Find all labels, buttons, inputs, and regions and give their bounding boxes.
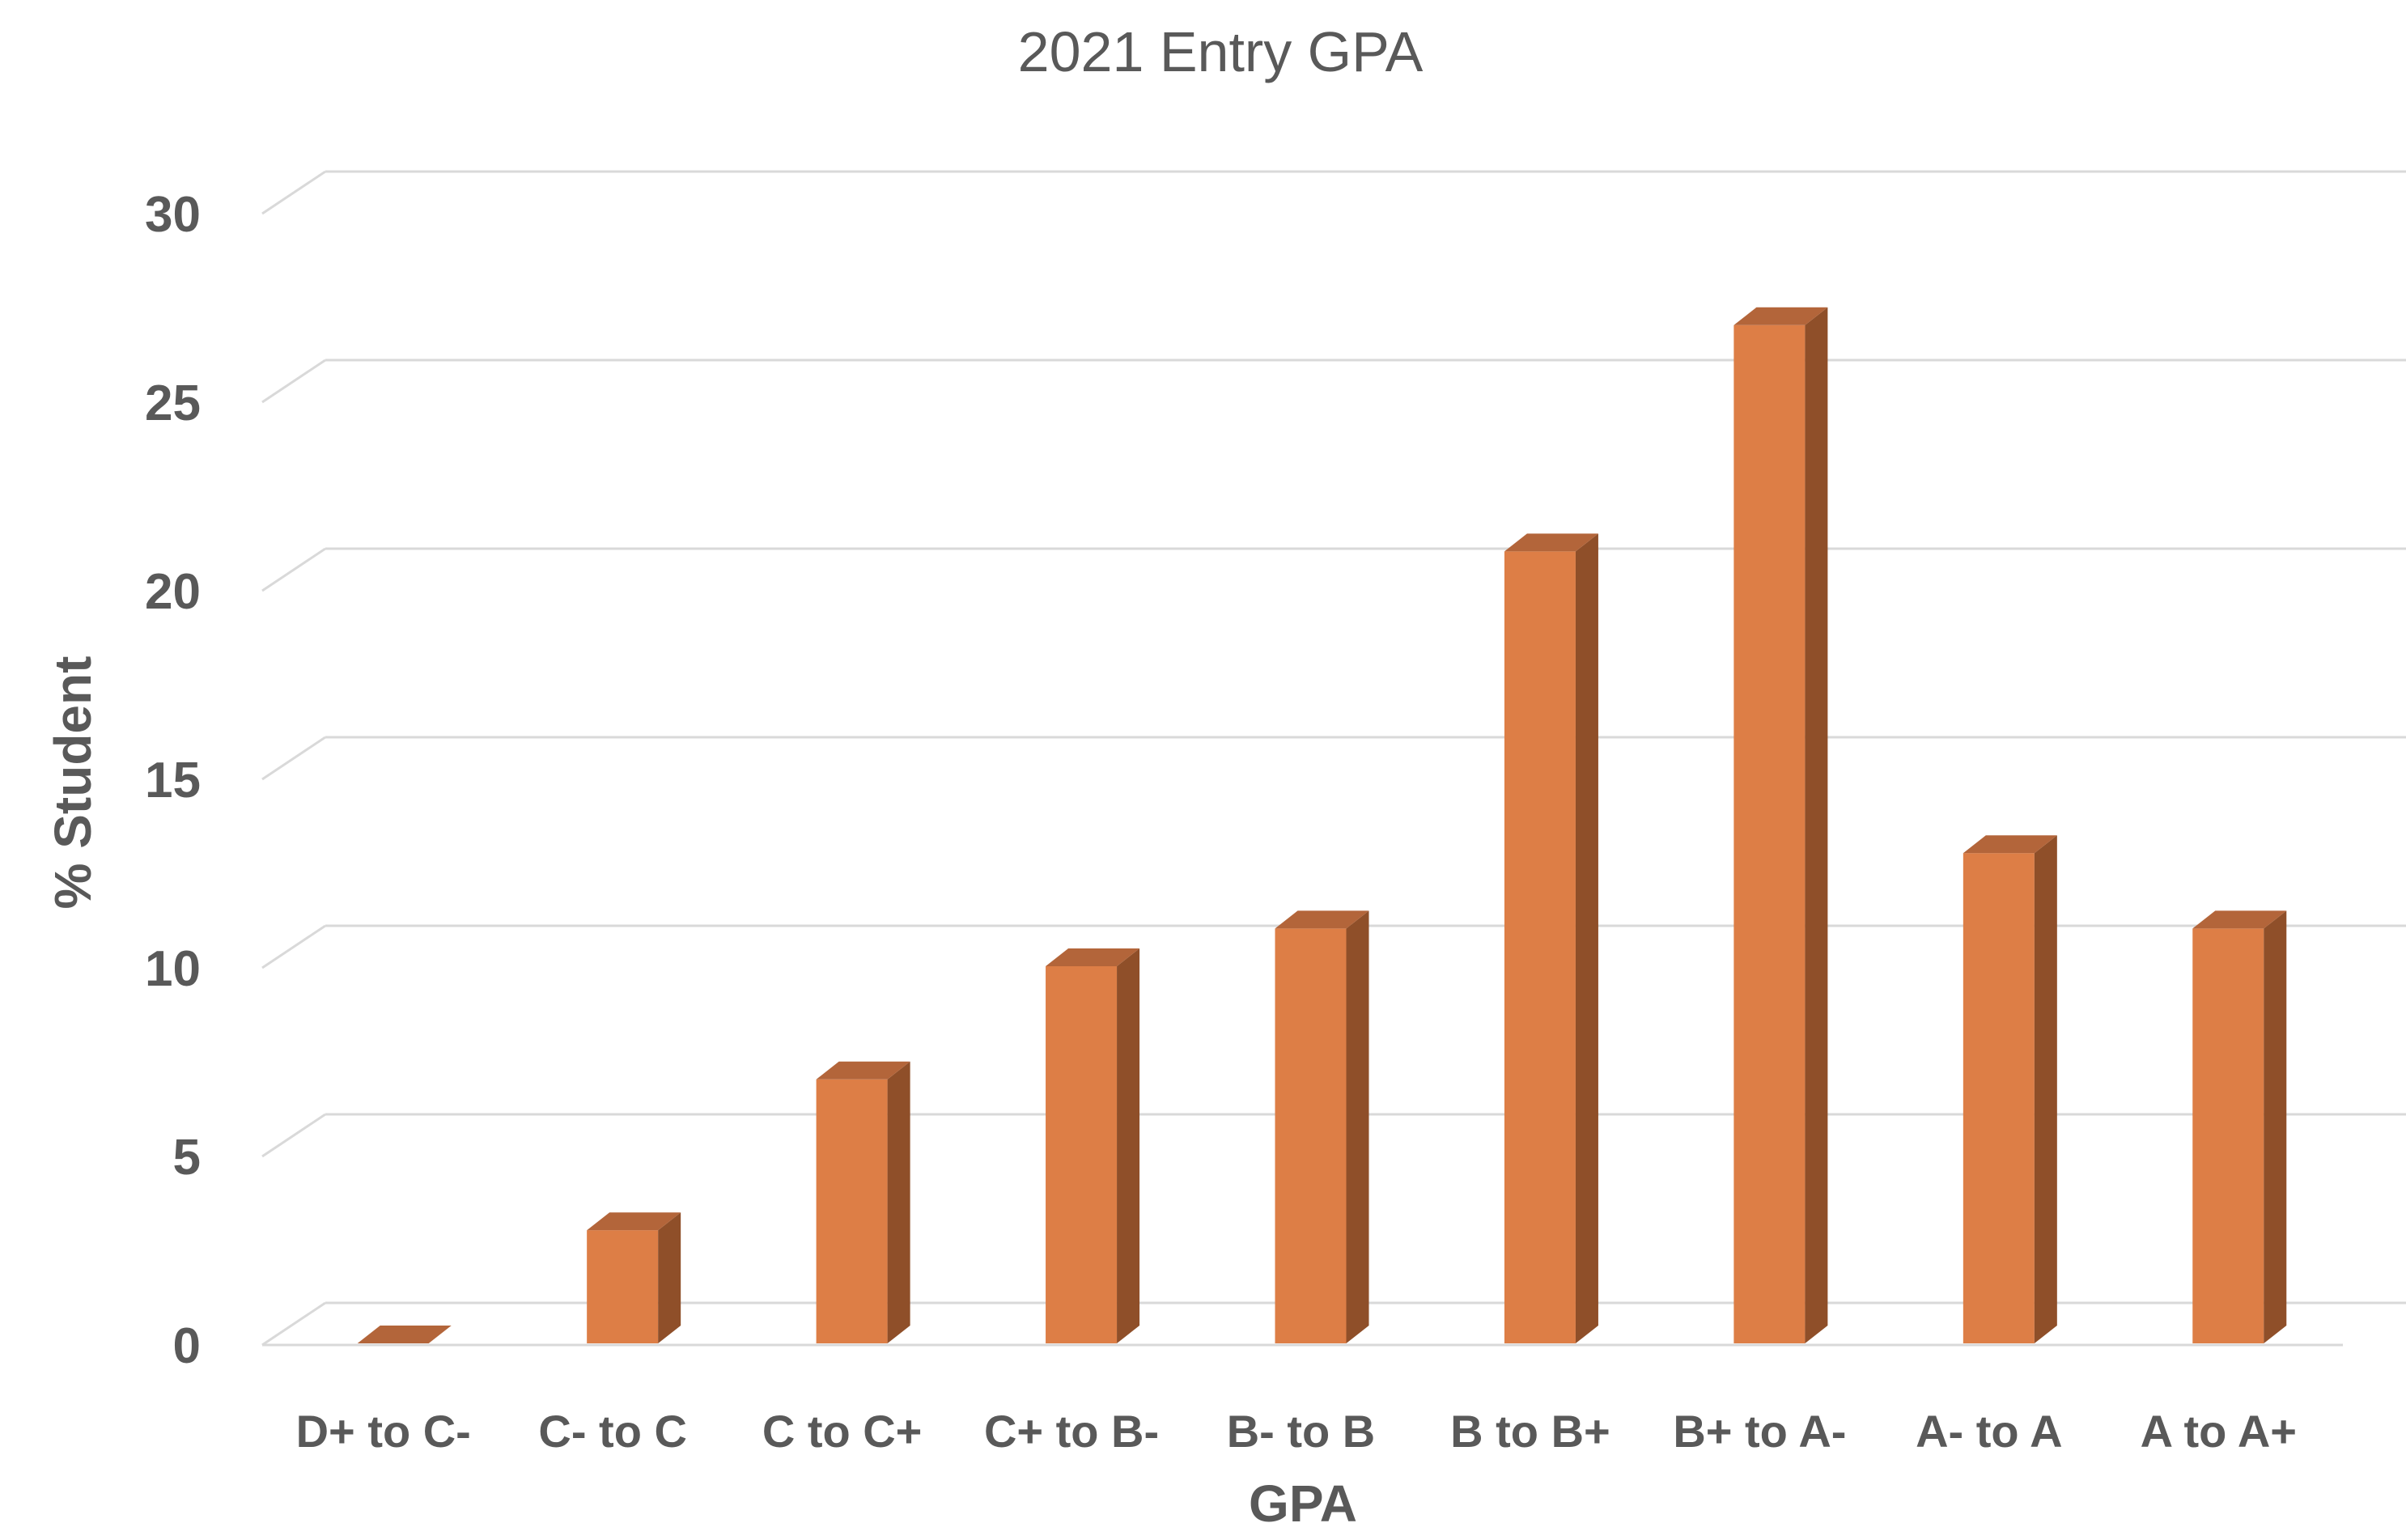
bar-top <box>816 1061 910 1080</box>
gridline-diagonal <box>261 924 326 969</box>
x-category-label: A to A+ <box>2141 1406 2297 1457</box>
x-category-label: B- to B <box>1227 1406 1376 1457</box>
y-tick-label: 10 <box>145 941 201 997</box>
gridline-diagonal <box>261 736 326 781</box>
x-category-label: B to B+ <box>1450 1406 1610 1457</box>
x-category-label: D+ to C- <box>296 1406 471 1457</box>
y-axis-title: % Student <box>44 656 102 910</box>
bar-side <box>1346 910 1369 1343</box>
x-axis-categories: D+ to C- C- to C C to C+ C+ to B- B- to B B t… <box>296 1406 2297 1457</box>
bar-side <box>2264 910 2287 1343</box>
bar-front <box>1504 551 1576 1343</box>
bar-front <box>1046 966 1118 1343</box>
y-tick-label: 25 <box>145 375 201 431</box>
y-tick-label: 30 <box>145 187 201 243</box>
x-category-label: C to C+ <box>762 1406 923 1457</box>
bar-front <box>2192 928 2264 1343</box>
gridline-diagonal <box>261 1301 326 1347</box>
x-category-label: A- to A <box>1916 1406 2062 1457</box>
bar-front <box>1733 325 1806 1343</box>
y-axis-ticks: 0 5 10 15 20 25 30 <box>145 187 201 1374</box>
bar-top <box>1275 910 1369 929</box>
gridline-diagonal <box>261 358 326 404</box>
bar-front <box>1275 928 1347 1343</box>
bar-side <box>2034 835 2057 1343</box>
chart-title: 2021 Entry GPA <box>1018 20 1424 83</box>
gridline-diagonal <box>261 1113 326 1158</box>
bar-top <box>1046 948 1140 966</box>
x-category-label: B+ to A- <box>1673 1406 1846 1457</box>
x-category-label: C- to C <box>538 1406 687 1457</box>
bar-front <box>816 1079 888 1343</box>
bar-top <box>2192 910 2287 929</box>
bar-side <box>887 1061 910 1343</box>
bar-top <box>357 1326 452 1343</box>
bar-side <box>658 1212 681 1343</box>
bar-front <box>1963 853 2035 1343</box>
bar-top <box>1733 307 1828 325</box>
bar-front <box>587 1230 659 1343</box>
gridline-diagonal <box>261 170 326 215</box>
bar-side <box>1575 533 1598 1343</box>
gridline-diagonal <box>261 547 326 592</box>
x-category-label: C+ to B- <box>984 1406 1159 1457</box>
y-tick-label: 15 <box>145 753 201 808</box>
x-axis-title: GPA <box>1249 1474 1357 1533</box>
bar-side <box>1805 307 1828 1343</box>
bars <box>357 307 2287 1343</box>
bar-top <box>1504 533 1598 552</box>
y-tick-label: 20 <box>145 564 201 620</box>
y-tick-label: 0 <box>173 1318 201 1374</box>
y-tick-label: 5 <box>173 1130 201 1186</box>
bar-top <box>587 1212 681 1231</box>
bar-side <box>1117 948 1140 1343</box>
bar-top <box>1963 835 2057 854</box>
